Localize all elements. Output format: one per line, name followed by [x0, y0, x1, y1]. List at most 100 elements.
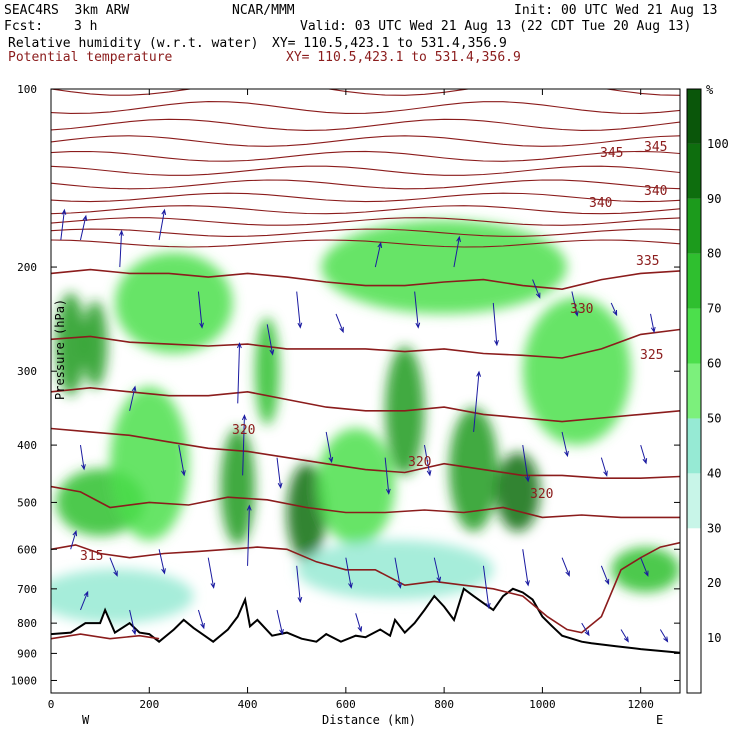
colorbar-swatch [687, 89, 701, 144]
field2-name: Potential temperature [8, 50, 173, 65]
colorbar-swatch [687, 583, 701, 639]
wind-vector [600, 457, 608, 477]
wind-vector [109, 557, 118, 577]
terrain-line [51, 587, 680, 654]
theta-contour-upper [51, 135, 680, 147]
theta-label: 320 [408, 455, 431, 470]
x-tick-label: 0 [48, 698, 55, 711]
wind-vector [60, 208, 67, 241]
theta-contour-upper [51, 228, 680, 237]
y-tick-label: 200 [17, 261, 37, 274]
theta-contour [51, 427, 680, 479]
wind-vector [80, 590, 89, 611]
wind-vector [561, 431, 569, 458]
wind-vector [482, 565, 491, 610]
fcst-value: 3 h [74, 19, 98, 34]
rh-blob [522, 297, 631, 446]
wind-vector [236, 342, 242, 404]
theta-contour-upper [51, 192, 680, 203]
rh-blob [286, 463, 327, 562]
colorbar-label: 40 [707, 466, 721, 480]
y-tick-label: 300 [17, 365, 37, 378]
y-tick-label: 600 [17, 543, 37, 556]
wind-vector [158, 208, 167, 241]
wind-vector [640, 557, 649, 577]
wind-vector [79, 445, 86, 471]
rh-blob [449, 407, 499, 532]
axes: 0 200 400 600 800 1000 1200 100 200 300 400 500 600 7… [11, 83, 680, 711]
colorbar-label: 100 [707, 137, 729, 151]
theta-label-group: 315 320 320 320 325 330 335 340 340 345 … [80, 140, 667, 564]
y-tick-label: 100 [17, 83, 37, 96]
rh-blob [55, 292, 86, 396]
rh-blob [316, 428, 395, 545]
rh-blob [109, 386, 189, 541]
theta-label: 315 [80, 549, 103, 564]
wind-vector [296, 565, 303, 604]
colorbar-swatch [687, 638, 701, 693]
y-tick-label: 400 [17, 439, 37, 452]
colorbar-swatch [687, 418, 701, 474]
theta-contour-upper [51, 89, 680, 96]
rh-blob-group [51, 220, 680, 624]
wind-vector [276, 609, 284, 636]
theta-contour [51, 485, 680, 519]
colorbar-swatch [687, 253, 701, 309]
wind-vector [600, 565, 610, 586]
wind-vector [296, 291, 303, 329]
wind-vector [473, 370, 482, 432]
rh-blob [254, 317, 280, 426]
rh-blob [82, 300, 108, 388]
wind-vector [492, 302, 499, 347]
theta-label: 320 [530, 487, 553, 502]
wind-vector [610, 302, 618, 317]
field1-xy: XY= 110.5,423.1 to 531.4,356.9 [272, 36, 507, 51]
rh-shading [51, 220, 680, 624]
wind-vector [118, 229, 124, 268]
wind-vector [335, 313, 344, 334]
theta-contour-upper [51, 239, 680, 248]
wind-vector [532, 279, 541, 299]
wind-vector [414, 291, 421, 329]
colorbar-label: 60 [707, 357, 721, 371]
east-label: E [656, 713, 663, 727]
wind-vector [197, 609, 205, 630]
wind-vector [241, 414, 247, 476]
theta-contour-upper [51, 165, 680, 176]
colorbar-label: 80 [707, 247, 721, 261]
theta-contour-upper [51, 101, 680, 114]
theta-label: 320 [232, 423, 255, 438]
colorbar-label: 30 [707, 521, 721, 535]
wind-vector [70, 530, 78, 550]
theta-contour [51, 541, 680, 634]
rh-blob [220, 428, 255, 545]
wind-vector [394, 557, 402, 589]
y-tick-label: 500 [17, 496, 37, 509]
colorbar-swatch [687, 473, 701, 529]
wind-vector [384, 457, 391, 495]
x-axis-label: Distance (km) [322, 713, 416, 727]
terrain-fill [51, 588, 680, 693]
wind-vector [640, 444, 648, 465]
colorbar-label: 70 [707, 302, 721, 316]
y-tick-label: 700 [17, 583, 37, 596]
wind-vector [197, 291, 204, 329]
wind-vector [650, 313, 656, 334]
wind-vector [178, 445, 186, 477]
colorbar-frame [686, 88, 702, 694]
theta-label: 345 [600, 146, 623, 161]
theta-label: 340 [644, 184, 667, 199]
colorbar: 10 20 30 40 50 60 70 80 90 100 [686, 88, 729, 694]
terrain [51, 587, 680, 693]
wind-vector [659, 629, 669, 643]
theta-contour-upper [51, 150, 680, 162]
wind-vector [423, 445, 432, 477]
rh-blob [495, 452, 540, 532]
wind-vector [581, 622, 590, 637]
colorbar-unit: % [706, 83, 714, 97]
field2-xy: XY= 110.5,423.1 to 531.4,356.9 [286, 50, 521, 65]
colorbar-swatch [687, 528, 701, 584]
colorbar-label: 50 [707, 411, 721, 425]
